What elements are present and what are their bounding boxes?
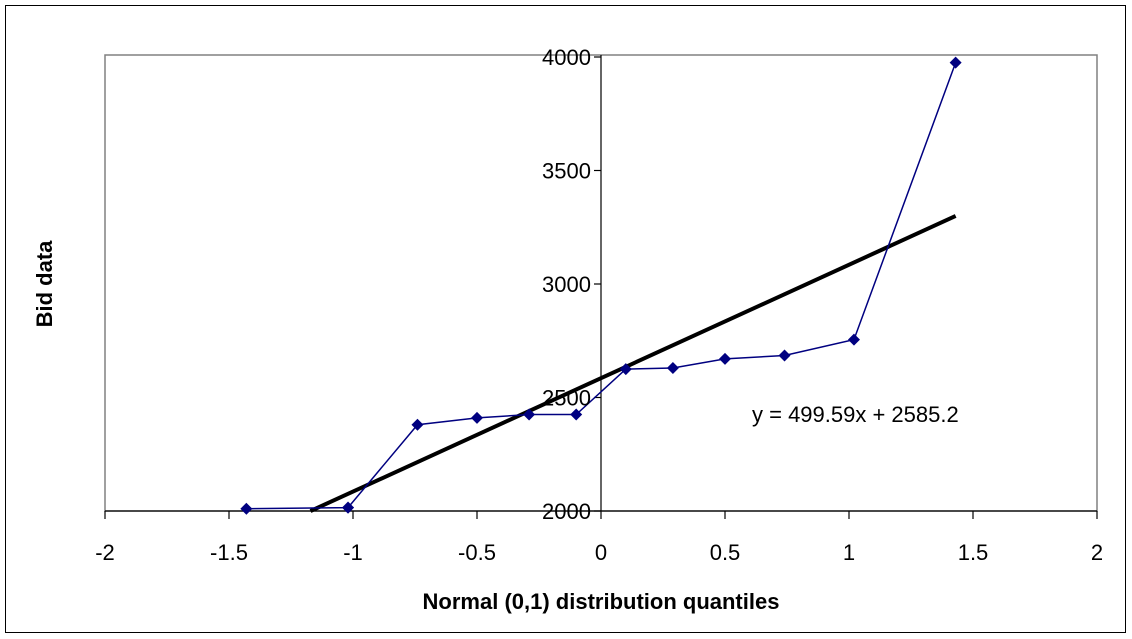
series-layer xyxy=(240,56,962,515)
x-tick-label: 1 xyxy=(843,540,855,565)
data-point-marker xyxy=(778,349,791,362)
data-point-marker xyxy=(523,408,536,421)
data-point-marker xyxy=(411,418,424,431)
x-tick-label: 2 xyxy=(1091,540,1103,565)
data-point-marker xyxy=(949,56,962,69)
data-point-marker xyxy=(570,408,583,421)
y-tick-label: 3000 xyxy=(542,272,591,297)
x-tick-label: 0 xyxy=(595,540,607,565)
data-point-marker xyxy=(342,501,355,514)
x-tick-label: -2 xyxy=(95,540,115,565)
trendline-equation: y = 499.59x + 2585.2 xyxy=(752,402,959,427)
x-tick-label: 0.5 xyxy=(710,540,741,565)
y-tick-label: 4000 xyxy=(542,45,591,70)
data-point-marker xyxy=(619,363,632,376)
x-tick-label: -0.5 xyxy=(458,540,496,565)
y-tick-label: 3500 xyxy=(542,159,591,184)
trendline xyxy=(309,214,957,513)
x-tick-labels: -2 -1.5 -1 -0.5 0 0.5 1 1.5 2 xyxy=(95,540,1103,565)
y-tick-label: 2000 xyxy=(542,499,591,524)
x-tick-label: -1 xyxy=(343,540,363,565)
x-tick-label: 1.5 xyxy=(958,540,989,565)
chart-area-border xyxy=(5,5,1126,633)
data-point-marker xyxy=(666,361,679,374)
trendline-layer xyxy=(309,214,957,513)
data-point-marker xyxy=(847,333,860,346)
x-axis-title: Normal (0,1) distribution quantiles xyxy=(423,589,780,614)
data-point-marker xyxy=(471,411,483,424)
y-axis-title: Bid data xyxy=(32,240,57,328)
y-tick-label: 2500 xyxy=(542,386,591,411)
data-point-marker xyxy=(719,352,731,365)
y-tick-labels: 2000 2500 3000 3500 4000 xyxy=(542,45,591,524)
series-line xyxy=(246,62,957,510)
x-tick-label: -1.5 xyxy=(210,540,248,565)
data-point-marker xyxy=(240,502,253,515)
axes xyxy=(104,55,1098,519)
